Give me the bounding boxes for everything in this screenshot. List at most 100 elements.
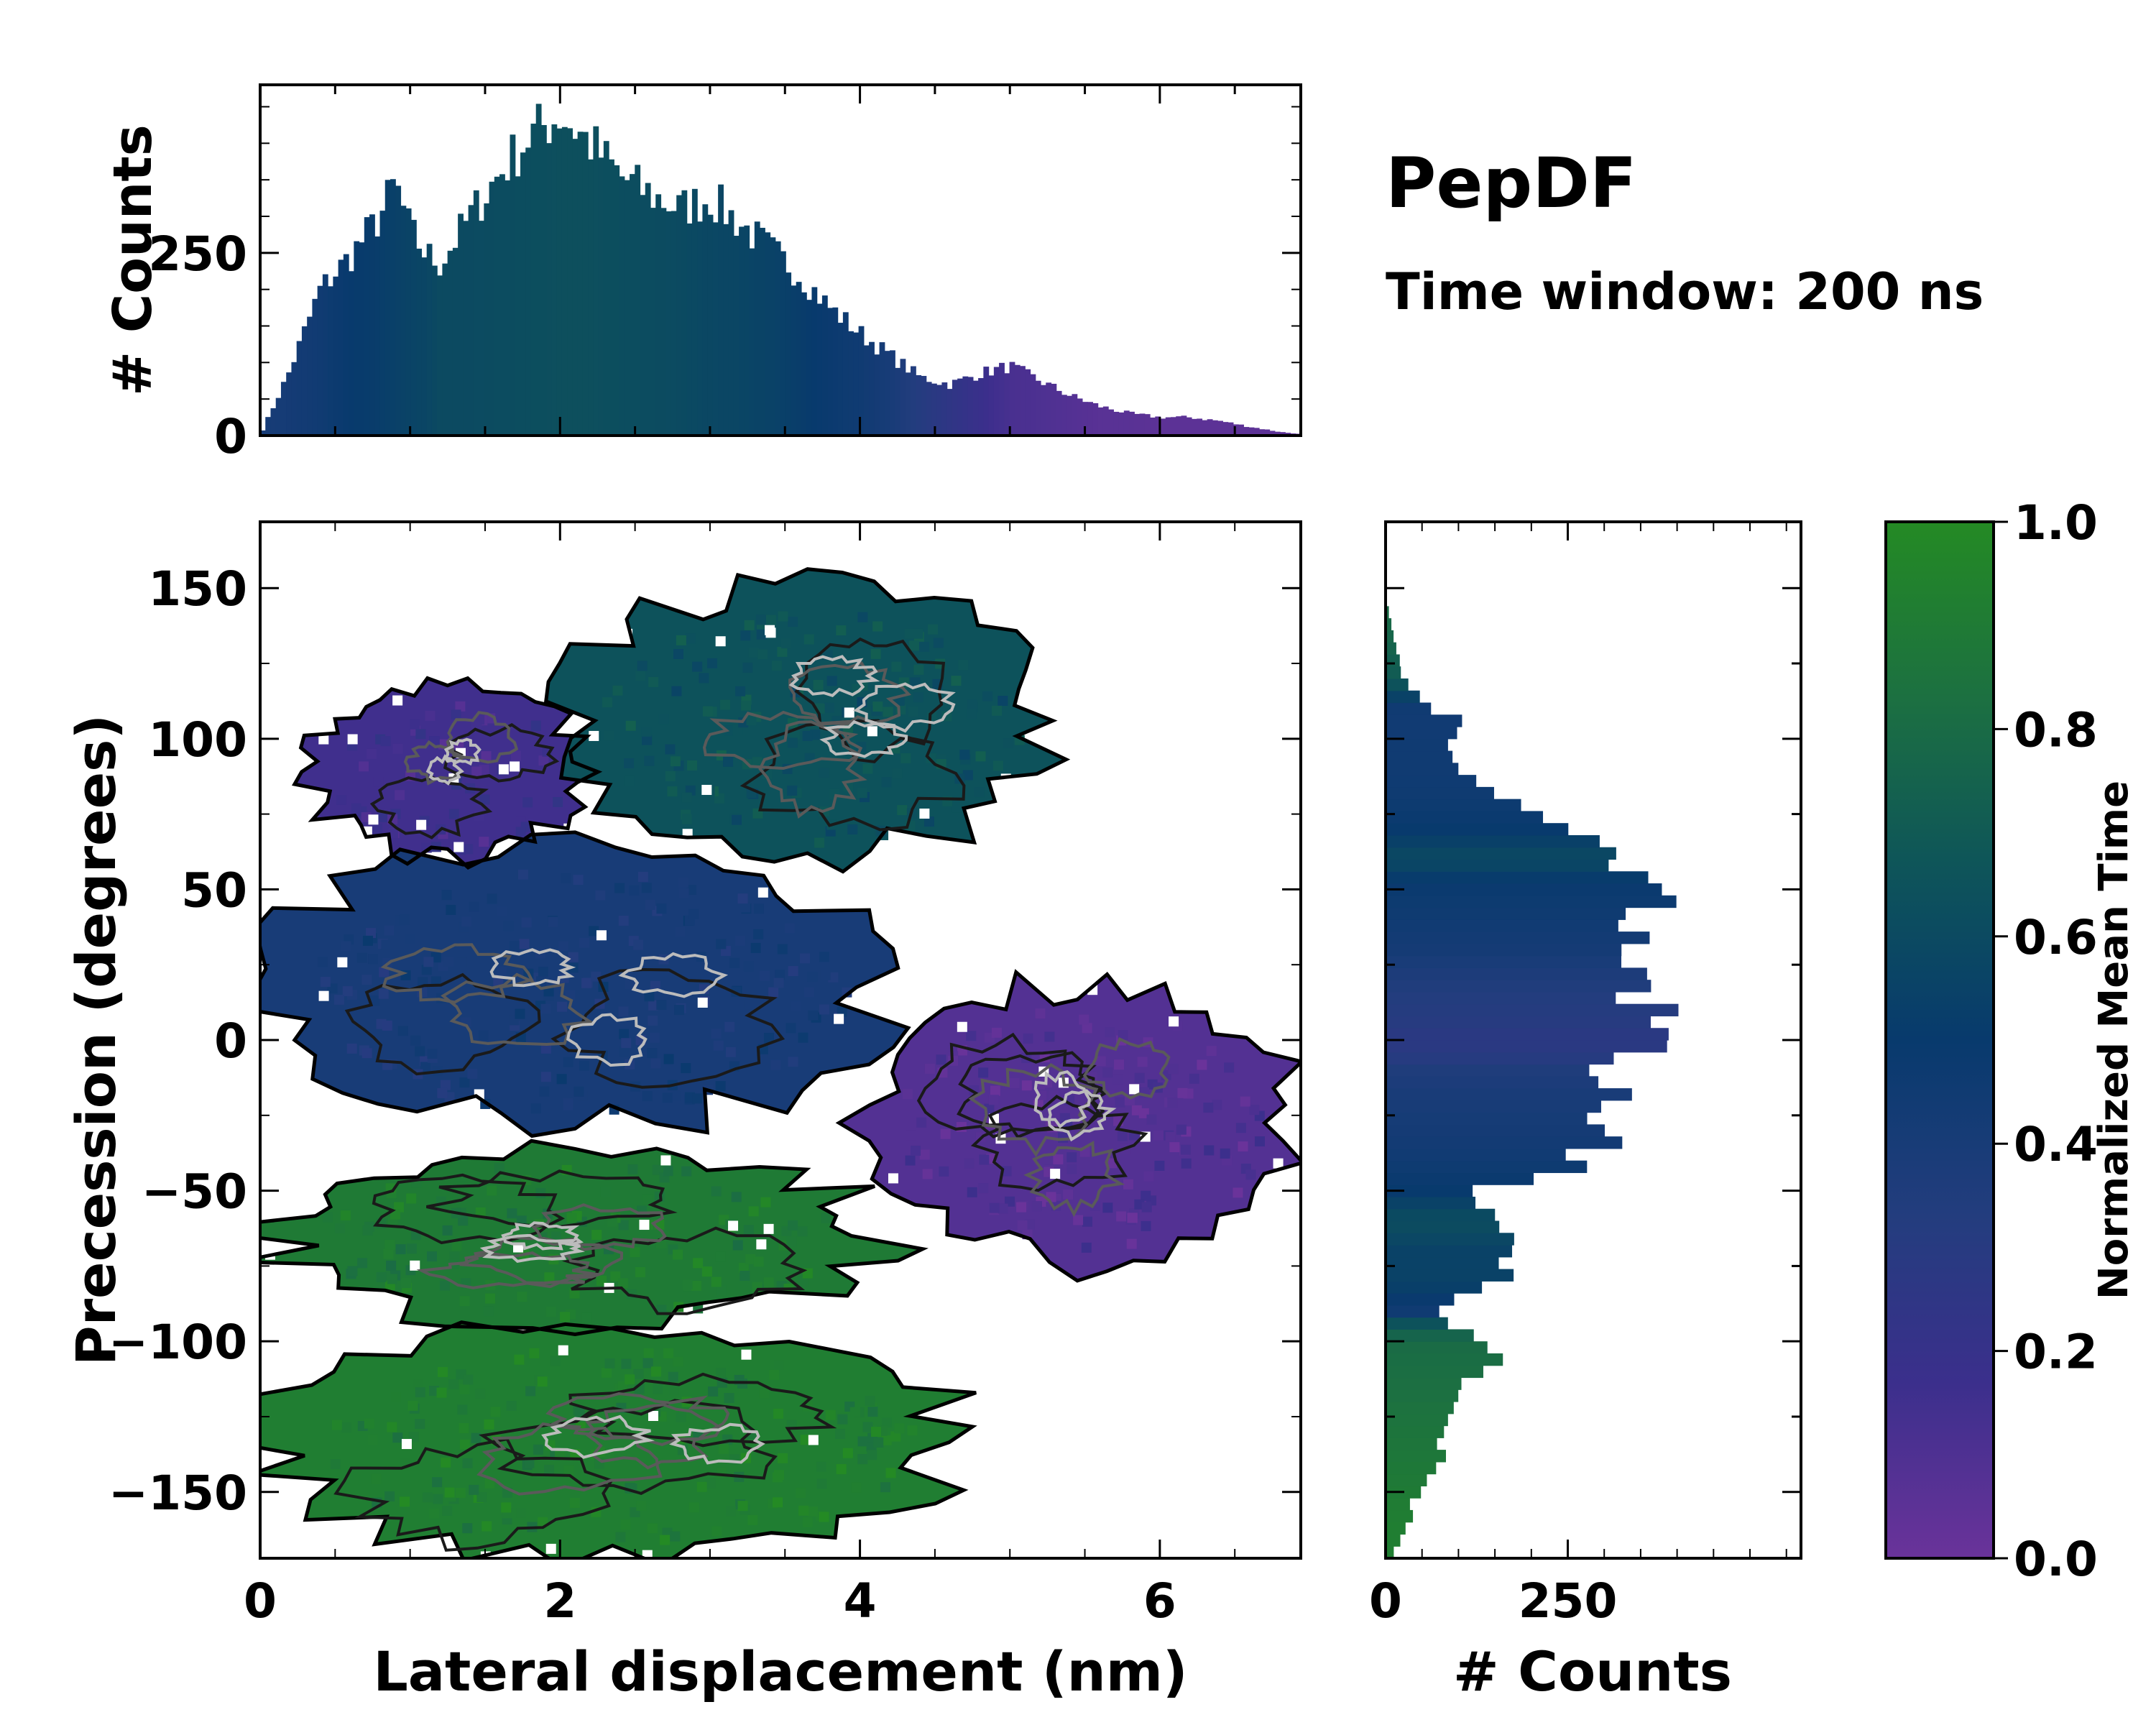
- right-hist-bar: [1386, 1172, 1534, 1185]
- heatmap-cell: [440, 1080, 451, 1090]
- heatmap-cell: [662, 1092, 673, 1103]
- top-hist-bar: [962, 376, 969, 436]
- top-hist-bar: [671, 211, 677, 436]
- heatmap-cell: [384, 925, 395, 936]
- density-contour: [702, 710, 862, 770]
- heatmap-cell: [787, 786, 798, 796]
- main-xtick-label: 4: [844, 1573, 877, 1629]
- heatmap-cell: [777, 944, 788, 954]
- density-contour: [530, 1203, 667, 1251]
- heatmap-cell: [333, 994, 344, 1005]
- top-hist-bar: [806, 300, 813, 436]
- heatmap-cell: [828, 972, 839, 983]
- top-hist-bar: [301, 326, 308, 436]
- heatmap-cell: [673, 648, 683, 659]
- top-hist-bar: [614, 165, 620, 436]
- heatmap-cell: [652, 1164, 663, 1175]
- region-outline: [292, 676, 603, 870]
- heatmap-cell: [663, 1348, 674, 1358]
- heatmap-cell: [786, 1023, 796, 1034]
- right-hist-bar: [1386, 1220, 1500, 1233]
- heatmap-cell: [798, 1032, 808, 1043]
- empty-cell: [757, 887, 768, 898]
- top-hist-bar: [931, 383, 937, 436]
- right-hist-bar: [1386, 1016, 1651, 1029]
- heatmap-cell: [545, 1306, 556, 1317]
- heatmap-cell: [558, 941, 569, 952]
- heatmap-cell: [867, 1407, 878, 1417]
- right-hist-bar: [1386, 1473, 1427, 1486]
- right-hist-bar: [1386, 666, 1401, 679]
- heatmap-cell: [688, 908, 699, 919]
- empty-cell: [808, 1435, 819, 1445]
- heatmap-cell: [427, 1049, 438, 1059]
- top-hist-bar: [676, 195, 683, 436]
- top-hist-bar: [551, 124, 558, 436]
- heatmap-cell: [992, 760, 1003, 771]
- heatmap-cell: [641, 883, 652, 893]
- empty-cell: [1024, 616, 1035, 627]
- right-xtick-label: 250: [1519, 1573, 1618, 1629]
- top-hist-bar: [905, 372, 911, 436]
- empty-cell: [608, 1547, 619, 1558]
- heatmap-cell: [503, 921, 514, 932]
- empty-cell: [660, 1155, 671, 1166]
- heatmap-cell: [346, 1043, 357, 1054]
- region-outline: [260, 1138, 929, 1337]
- heatmap-cell: [1123, 1179, 1133, 1190]
- heatmap-cell: [614, 883, 625, 893]
- top-hist-bar: [286, 372, 292, 436]
- heatmap-cell: [361, 1048, 372, 1059]
- density-contour: [403, 740, 469, 786]
- top-hist-bar: [900, 359, 906, 436]
- heatmap-cell: [510, 750, 521, 761]
- colorbar-tick-label: 0.8: [2014, 702, 2098, 758]
- right-hist-bar: [1386, 895, 1677, 908]
- heatmap-cell: [521, 917, 532, 928]
- top-ytick-label: 0: [214, 409, 247, 464]
- heatmap-cell: [529, 1348, 540, 1358]
- heatmap-cell: [825, 1409, 836, 1420]
- top-hist-bar: [1238, 424, 1244, 436]
- right-hist-bar: [1386, 1365, 1483, 1379]
- heatmap-cell: [642, 735, 653, 745]
- heatmap-cell: [678, 877, 689, 888]
- top-hist-bar: [869, 341, 875, 436]
- empty-cell: [648, 1411, 658, 1422]
- density-contour: [369, 776, 493, 840]
- heatmap-cell: [539, 1086, 550, 1097]
- top-hist-bar: [603, 141, 609, 436]
- heatmap-cell: [891, 661, 902, 672]
- top-hist-bar: [660, 208, 667, 436]
- heatmap-cell: [384, 1491, 395, 1501]
- heatmap-cell: [862, 763, 873, 774]
- region-outline: [260, 1320, 977, 1558]
- empty-cell: [1050, 1169, 1061, 1179]
- heatmap-cell: [522, 797, 533, 808]
- top-hist-bar: [473, 190, 479, 436]
- heatmap-cell: [320, 977, 331, 988]
- heatmap-cell: [487, 1185, 497, 1196]
- main-ytick-label: 150: [148, 561, 247, 617]
- heatmap-cell: [826, 676, 837, 686]
- top-hist-bar: [510, 134, 516, 436]
- right-hist-bar: [1386, 618, 1392, 631]
- top-hist-bar: [1150, 417, 1156, 436]
- right-hist-bar: [1386, 1124, 1606, 1137]
- heatmap-cell: [533, 1444, 544, 1455]
- heatmap-cell: [1003, 738, 1013, 749]
- top-hist-bar: [1067, 395, 1073, 436]
- heatmap-cell: [788, 1057, 798, 1067]
- heatmap-cell: [745, 999, 755, 1010]
- main-ytick-label: −150: [109, 1466, 247, 1521]
- heatmap-cell: [458, 1215, 469, 1226]
- top-hist-bar: [1134, 413, 1141, 436]
- right-hist-bar: [1386, 1184, 1473, 1197]
- heatmap-cell: [437, 1087, 448, 1098]
- right-hist-bar: [1386, 1112, 1588, 1125]
- top-hist-bar: [484, 203, 490, 436]
- heatmap-cell: [770, 1059, 781, 1070]
- empty-cell: [308, 854, 319, 865]
- heatmap-cell: [675, 926, 686, 937]
- heatmap-cell: [892, 768, 903, 779]
